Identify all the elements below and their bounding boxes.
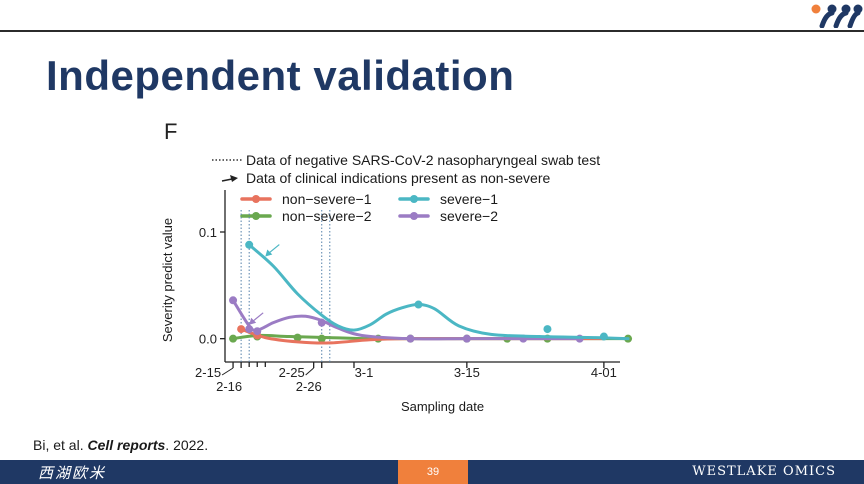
x-tick-label: 3-1 — [355, 365, 374, 380]
x-tick-label: 3-15 — [454, 365, 480, 380]
chart-legend: Data of negative SARS-CoV-2 nasopharynge… — [212, 152, 600, 224]
data-point-severe-2 — [406, 334, 415, 343]
legend-label-severe-1: severe−1 — [440, 191, 498, 207]
legend-label-non-severe-1: non−severe−1 — [282, 191, 372, 207]
data-point-severe-1 — [245, 240, 254, 249]
y-axis-label: Severity predict value — [160, 218, 175, 342]
data-point-severe-2 — [229, 296, 238, 305]
panel-letter: F — [164, 119, 177, 144]
data-point-severe-2 — [245, 325, 254, 334]
data-point-non-severe-2 — [317, 334, 326, 343]
slide-title: Independent validation — [46, 52, 515, 99]
data-point-severe-2 — [462, 334, 471, 343]
legend-marker-non-severe-2 — [252, 212, 260, 220]
citation-authors: Bi, et al. — [33, 437, 84, 453]
indication-arrow — [251, 312, 264, 323]
citation-journal: Cell reports — [87, 437, 166, 453]
x-tick-label: 2-25 — [279, 365, 305, 380]
westlake-omics-logo — [811, 4, 863, 28]
citation: Bi, et al. Cell reports. 2022. — [33, 437, 208, 453]
x-tick-label: 2-26 — [296, 379, 322, 394]
series-line-severe-1 — [247, 243, 630, 341]
indication-arrow-head — [249, 317, 257, 325]
data-point-severe-1 — [414, 300, 423, 309]
page-number: 39 — [398, 460, 468, 484]
x-tick-label: 4-01 — [591, 365, 617, 380]
data-point-severe-2 — [253, 327, 262, 336]
data-point-non-severe-1 — [237, 325, 246, 334]
data-point-non-severe-2 — [293, 333, 302, 342]
legend-dotted-label: Data of negative SARS-CoV-2 nasopharynge… — [246, 152, 600, 168]
x-tick-leader — [221, 367, 234, 376]
citation-year: . 2022. — [165, 437, 209, 453]
header-divider — [0, 30, 864, 32]
data-point-severe-2 — [317, 318, 326, 327]
severity-chart: F Data of negative SARS-CoV-2 nasopharyn… — [160, 119, 633, 414]
x-tick-leader — [305, 367, 315, 376]
indication-arrow — [267, 244, 280, 254]
legend-marker-severe-1 — [410, 195, 418, 203]
x-tick-label: 2-16 — [216, 379, 242, 394]
legend-arrow-label: Data of clinical indications present as … — [246, 170, 550, 186]
data-point-severe-1 — [599, 332, 608, 341]
legend-arrow-icon — [230, 175, 238, 182]
legend-label-non-severe-2: non−severe−2 — [282, 208, 372, 224]
footer-bar: 西湖欧米 39 WESTLAKE OMICS — [0, 460, 864, 484]
data-point-severe-1 — [543, 325, 552, 334]
legend-label-severe-2: severe−2 — [440, 208, 498, 224]
data-point-non-severe-2 — [229, 334, 238, 343]
x-tick-label: 2-15 — [195, 365, 221, 380]
indication-arrow-head — [265, 249, 273, 257]
footer-brand-name: WESTLAKE OMICS — [692, 464, 836, 479]
legend-arrow-line — [221, 178, 233, 182]
legend-marker-non-severe-1 — [252, 195, 260, 203]
footer-chinese-name: 西湖欧米 — [38, 464, 107, 482]
y-tick-label: 0.0 — [199, 332, 217, 347]
x-axis-label: Sampling date — [401, 399, 484, 414]
chart-axes: 0.0 0.1 2-152-16 2-252-26 3-1 3-15 4-01 — [195, 190, 620, 394]
chart-plot-area — [229, 210, 633, 362]
legend-marker-severe-2 — [410, 212, 418, 220]
y-tick-label: 0.1 — [199, 225, 217, 240]
